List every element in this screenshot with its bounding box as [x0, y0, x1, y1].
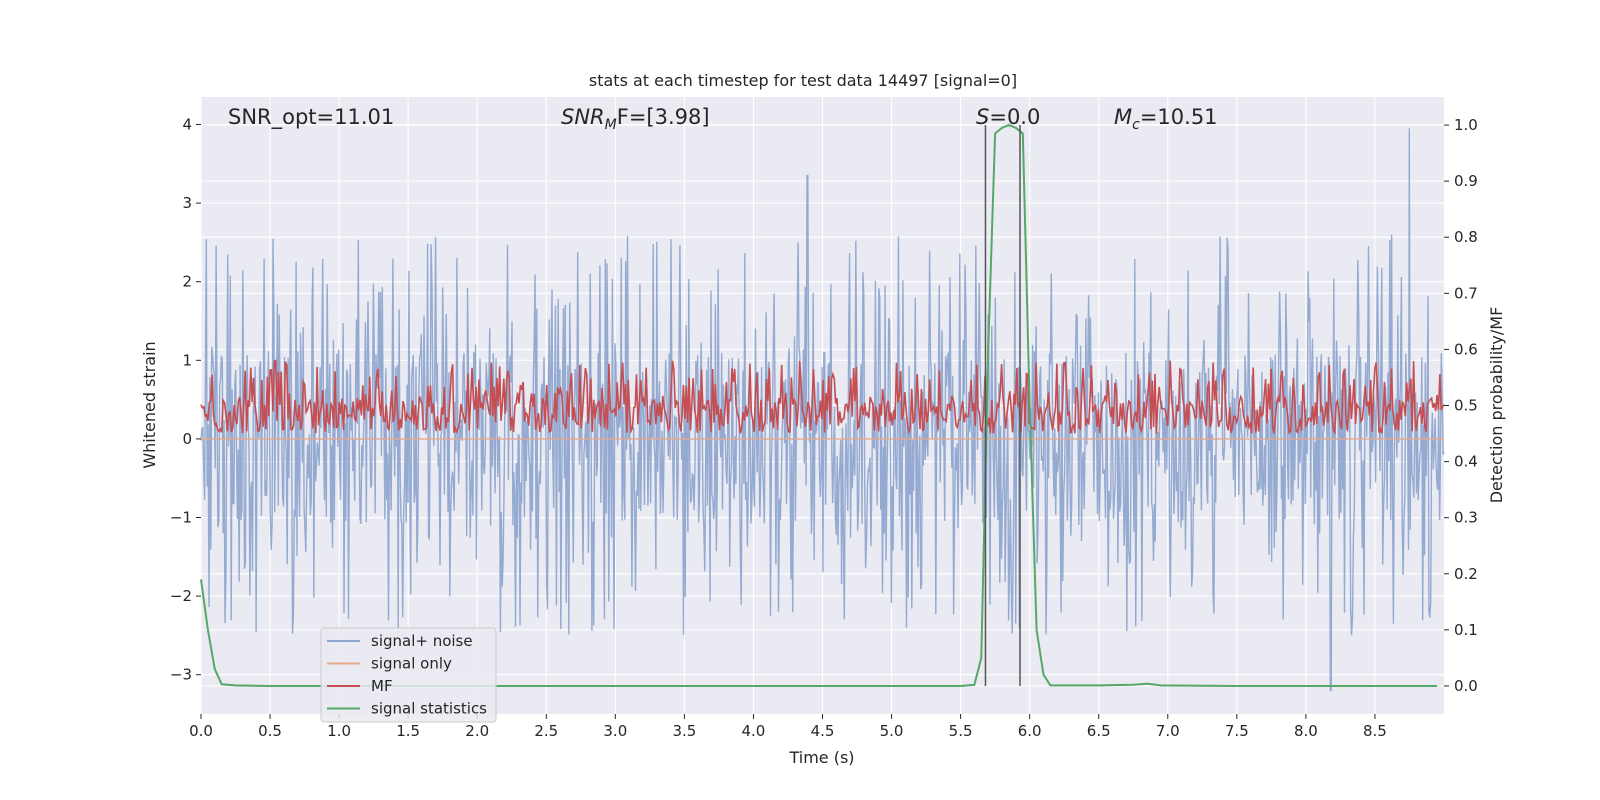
- y-right-tick-label: 0.4: [1454, 453, 1478, 471]
- signal-statistics-line: [200, 123, 1438, 687]
- annotations: SNR_opt=11.01 SNRMF=[3.98] S=0.0 Mc=10.5…: [228, 105, 1218, 133]
- y-right-tick-label: 0.2: [1454, 565, 1478, 583]
- x-tick-label: 0.0: [189, 722, 213, 740]
- vertical-markers: [984, 125, 1021, 686]
- y-left-tick-label: −3: [170, 666, 192, 684]
- series-signal-statistics: [200, 123, 1438, 687]
- x-tick-label: 3.0: [603, 722, 627, 740]
- legend-label: signal statistics: [371, 700, 487, 718]
- y-right-tick-label: 0.3: [1454, 509, 1478, 527]
- plot-area: [200, 97, 1445, 714]
- legend-label: signal only: [371, 655, 452, 673]
- x-axis: 0.0 0.5 1.0 1.5 2.0 2.5 3.0 3.5 4.0 4.5 5.0 5.5 6.0 6…: [189, 714, 1387, 740]
- x-tick-label: 1.5: [396, 722, 420, 740]
- annotation-s-main: S: [976, 105, 989, 129]
- chart-title: stats at each timestep for test data 144…: [589, 71, 1017, 90]
- y-axis-right-label: Detection probability/MF: [1487, 307, 1506, 504]
- y-right-tick-label: 0.5: [1454, 397, 1478, 415]
- annotation-mc-sub: c: [1132, 117, 1140, 133]
- legend-label: MF: [371, 677, 393, 695]
- signal-noise-line: [200, 128, 1445, 692]
- legend: signal+ noise signal only MF signal statist…: [320, 627, 497, 723]
- annotation-mc: Mc=10.51: [1114, 105, 1218, 133]
- legend-box: [320, 627, 497, 723]
- x-tick-label: 6.5: [1087, 722, 1111, 740]
- x-tick-label: 5.5: [949, 722, 973, 740]
- x-tick-label: 6.0: [1018, 722, 1042, 740]
- series-signal-noise: [200, 128, 1445, 692]
- annotation-snr-mf-rest: F=[3.98]: [617, 105, 710, 129]
- y-axis-right: 1.0 0.9 0.8 0.7 0.6 0.5 0.4 0.3 0.2 0.1 0.0: [1444, 116, 1478, 695]
- annotation-mc-rest: =10.51: [1140, 105, 1218, 129]
- y-right-tick-label: 0.1: [1454, 621, 1478, 639]
- y-right-tick-label: 1.0: [1454, 116, 1478, 134]
- annotation-s-rest: =0.0: [989, 105, 1040, 129]
- y-axis-left-label: Whitened strain: [140, 341, 159, 468]
- y-right-tick-label: 0.9: [1454, 172, 1478, 190]
- y-left-tick-label: −1: [170, 509, 192, 527]
- annotation-snr-opt: SNR_opt=11.01: [228, 105, 394, 130]
- annotation-snr-mf-sub: M: [605, 117, 617, 133]
- y-left-tick-label: 0: [182, 430, 192, 448]
- annotation-s: S=0.0: [976, 105, 1040, 129]
- mf-line: [200, 359, 1445, 435]
- x-tick-label: 7.5: [1225, 722, 1249, 740]
- y-left-tick-label: 1: [182, 351, 192, 369]
- legend-label: signal+ noise: [371, 632, 473, 650]
- y-axis-left: 4 3 2 1 0 −1 −2 −3: [170, 116, 201, 684]
- y-right-tick-label: 0.6: [1454, 340, 1478, 358]
- x-tick-label: 4.5: [811, 722, 835, 740]
- x-tick-label: 3.5: [672, 722, 696, 740]
- y-right-tick-label: 0.7: [1454, 284, 1478, 302]
- y-left-tick-label: 2: [182, 273, 192, 291]
- annotation-snr-mf-main: SNR: [561, 105, 605, 129]
- x-tick-label: 2.0: [465, 722, 489, 740]
- x-tick-label: 8.5: [1363, 722, 1387, 740]
- x-tick-label: 7.0: [1156, 722, 1180, 740]
- annotation-snr-mf: SNRMF=[3.98]: [561, 105, 710, 133]
- x-tick-label: 1.0: [327, 722, 351, 740]
- x-tick-label: 2.5: [534, 722, 558, 740]
- y-right-tick-label: 0.0: [1454, 677, 1478, 695]
- x-tick-label: 0.5: [258, 722, 282, 740]
- annotation-mc-main: M: [1114, 105, 1132, 129]
- x-tick-label: 5.0: [880, 722, 904, 740]
- x-axis-label: Time (s): [788, 748, 854, 767]
- y-left-tick-label: 4: [182, 116, 192, 134]
- y-right-tick-label: 0.8: [1454, 228, 1478, 246]
- x-tick-label: 4.0: [742, 722, 766, 740]
- y-left-tick-label: 3: [182, 194, 192, 212]
- x-tick-label: 8.0: [1294, 722, 1318, 740]
- series-mf: [200, 359, 1445, 435]
- y-left-tick-label: −2: [170, 587, 192, 605]
